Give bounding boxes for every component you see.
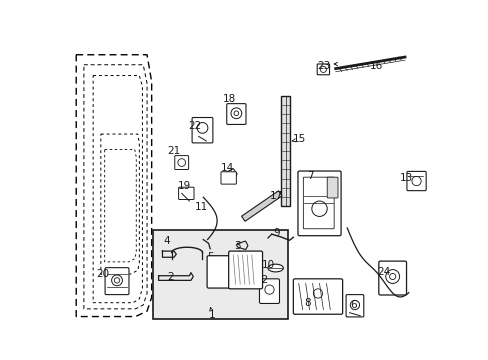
Ellipse shape [267, 264, 283, 272]
Text: 23: 23 [317, 61, 330, 71]
Text: 13: 13 [399, 173, 412, 183]
FancyBboxPatch shape [293, 279, 342, 314]
FancyBboxPatch shape [174, 156, 188, 170]
FancyBboxPatch shape [281, 95, 290, 206]
Text: 10: 10 [262, 260, 275, 270]
Circle shape [111, 275, 122, 286]
FancyBboxPatch shape [207, 256, 233, 288]
Text: 17: 17 [269, 191, 283, 201]
FancyBboxPatch shape [297, 171, 341, 236]
Text: 19: 19 [177, 181, 190, 191]
Text: 1: 1 [209, 310, 215, 320]
FancyBboxPatch shape [153, 230, 287, 319]
Text: 3: 3 [234, 241, 241, 251]
Text: 14: 14 [221, 163, 234, 173]
FancyBboxPatch shape [378, 261, 406, 295]
FancyBboxPatch shape [178, 187, 194, 199]
Text: 21: 21 [167, 146, 180, 156]
Text: 24: 24 [377, 267, 390, 277]
FancyBboxPatch shape [406, 171, 426, 191]
Text: 9: 9 [272, 228, 279, 238]
FancyBboxPatch shape [259, 279, 279, 303]
FancyBboxPatch shape [346, 294, 363, 317]
Text: 4: 4 [163, 236, 169, 246]
Text: 2: 2 [166, 271, 173, 282]
Text: 12: 12 [255, 275, 268, 285]
Text: 5: 5 [207, 252, 214, 262]
FancyBboxPatch shape [326, 177, 337, 198]
Text: 22: 22 [188, 121, 201, 131]
Text: 6: 6 [349, 300, 356, 310]
Text: 16: 16 [369, 61, 383, 71]
Text: 11: 11 [194, 202, 207, 212]
FancyBboxPatch shape [228, 251, 262, 289]
Text: 15: 15 [292, 134, 305, 144]
Text: 7: 7 [306, 171, 313, 181]
FancyBboxPatch shape [226, 104, 245, 125]
FancyBboxPatch shape [221, 172, 236, 184]
Text: 20: 20 [96, 269, 109, 279]
FancyBboxPatch shape [105, 267, 129, 294]
Text: 18: 18 [223, 94, 236, 104]
FancyBboxPatch shape [317, 64, 329, 75]
Circle shape [114, 278, 120, 283]
Polygon shape [241, 191, 282, 221]
FancyBboxPatch shape [192, 117, 212, 143]
Text: 8: 8 [303, 298, 310, 309]
